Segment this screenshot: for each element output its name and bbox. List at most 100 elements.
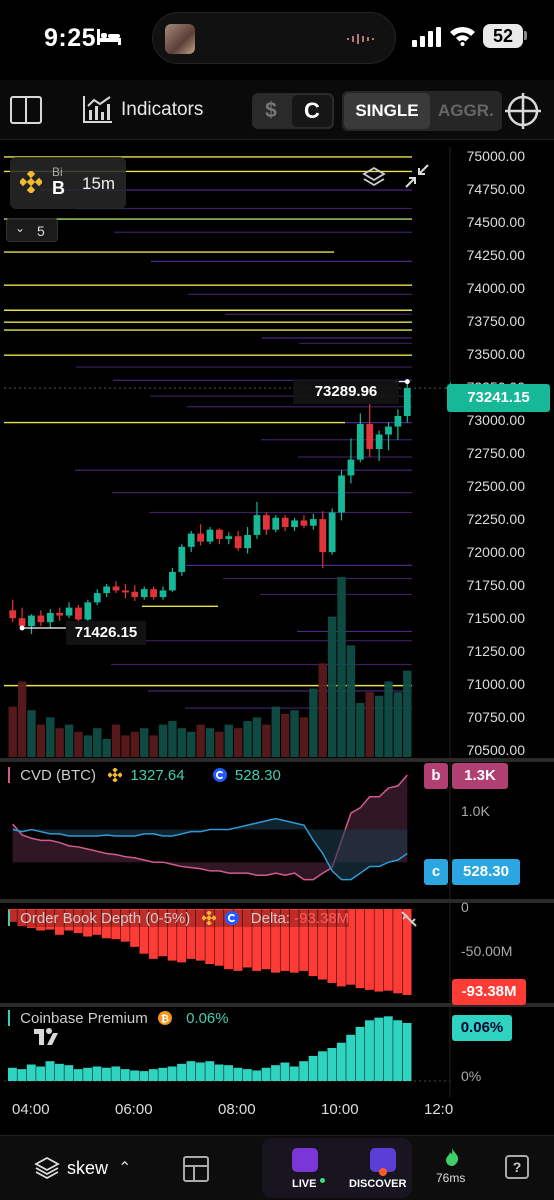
dynamic-island[interactable] [152,12,396,64]
premium-bar [177,1063,187,1081]
link-off-icon[interactable] [400,910,418,928]
premium-value-tag: 0.06% [452,1015,512,1041]
bitcoin-logo-icon: ₿ [157,1011,172,1025]
depth-bar [111,909,121,940]
candle-body [403,388,411,416]
nav-group: LIVE DISCOVER [262,1138,412,1198]
price-tick-label: 74250.00 [466,246,525,263]
cvd-pane-header[interactable]: CVD (BTC) 1327.64 528.30 [8,767,281,784]
depth-bar [8,909,17,922]
nav-live-tab[interactable]: LIVE [292,1178,317,1190]
volume-bar [318,663,327,757]
cvd-coinbase-line [12,817,408,881]
premium-bar [327,1048,337,1081]
indicators-button[interactable]: Indicators [121,99,204,120]
price-tick-label: 71000.00 [466,676,525,693]
premium-color-marker [8,1010,10,1026]
volume-bar [356,703,365,757]
premium-axis-zero: 0% [461,1068,482,1084]
depth-bar [242,909,252,968]
now-playing-artwork [165,24,195,54]
premium-bar [26,1064,36,1081]
depth-bar [308,909,318,977]
depth-bar [139,909,149,954]
premium-bar [336,1042,346,1081]
volume-bar [8,706,17,757]
timeframe-selector[interactable]: 15m [82,174,116,193]
premium-bar [289,1066,299,1081]
volume-bar [309,688,318,757]
premium-bar [186,1061,196,1081]
premium-bar [308,1055,318,1081]
currency-usd-option[interactable]: $ [265,99,277,122]
volume-bar [365,692,374,757]
discover-notification-dot [379,1168,387,1176]
chart-area[interactable]: Bi B 15m ⌄ 5 75000.00 74750.00 74500.00 742… [0,147,554,1133]
depth-bar [101,909,111,939]
volume-bar [280,713,290,757]
volume-bar [393,692,403,757]
premium-bar [130,1070,140,1081]
layers-icon[interactable] [362,165,386,189]
premium-bar [205,1061,215,1081]
depth-bar [374,909,384,992]
depth-bar [73,909,83,934]
candle-body [75,607,82,620]
volume-bar [337,577,346,757]
premium-bar [280,1062,290,1081]
premium-bar [383,1016,393,1081]
symbol-selector[interactable]: Bi B 15m [10,157,126,209]
collapse-arrows-icon[interactable] [404,163,430,189]
premium-bar [195,1062,205,1081]
nav-discover-tab[interactable]: DISCOVER [349,1178,407,1190]
volume-bar [83,735,93,757]
premium-bar [167,1066,177,1081]
cvd-axis-mid: 1.0K [461,803,490,819]
candle-body [18,618,26,627]
candle-body [178,546,186,572]
high-price-label: 73289.96 [293,380,399,404]
candle-body [9,610,17,619]
layout-split-icon[interactable] [10,96,42,124]
candle-body [56,612,64,616]
depth-pane-header[interactable]: Order Book Depth (0-5%) Delta: -93.38M [8,910,350,927]
volume-bar [46,717,55,757]
last-price-tag: 73241.15 [447,384,550,412]
mode-aggregated-tab[interactable]: AGGR. [438,101,494,120]
depth-bar [355,909,365,989]
indicators-icon[interactable] [82,94,114,124]
live-icon[interactable] [292,1148,318,1172]
volume-bar [187,731,196,757]
depth-bar [393,909,403,994]
latency-indicator[interactable]: 76ms [436,1171,466,1185]
workspace-selector[interactable]: skew [67,1158,109,1178]
visible-indicators-toggle[interactable]: ⌄ 5 [6,218,58,242]
help-icon[interactable]: ? [505,1155,529,1179]
crosshair-icon[interactable] [505,93,541,129]
depth-value-tag: -93.38M [452,979,526,1005]
layers-stack-icon[interactable] [34,1156,60,1180]
chevron-up-icon[interactable]: ⌃ [118,1160,132,1177]
price-tick-label: 71500.00 [466,610,525,627]
candle-body [291,520,298,528]
premium-pane-header[interactable]: Coinbase Premium ₿ 0.06% [8,1010,229,1027]
cvd-coinbase-letter-tag: c [424,859,448,885]
candle-body [84,602,92,620]
mode-single-tab[interactable]: SINGLE [344,93,430,129]
premium-bar [17,1069,27,1081]
pane-separator [0,1003,554,1007]
candle-body [253,515,261,535]
depth-bar [64,909,74,931]
depth-delta-label: Delta: [250,910,290,927]
volume-bar [224,724,233,757]
depth-bar [83,909,93,937]
layout-grid-icon[interactable] [183,1156,209,1182]
currency-coin-option[interactable]: C [292,95,332,127]
symbol-exchange: Bi [52,165,63,179]
depth-bar [177,909,187,963]
premium-bar [252,1070,262,1081]
candle-body [272,517,280,530]
depth-bar [120,909,130,942]
chart-toolbar: Indicators $ C SINGLE AGGR. [0,80,554,140]
candle-body [112,586,120,591]
